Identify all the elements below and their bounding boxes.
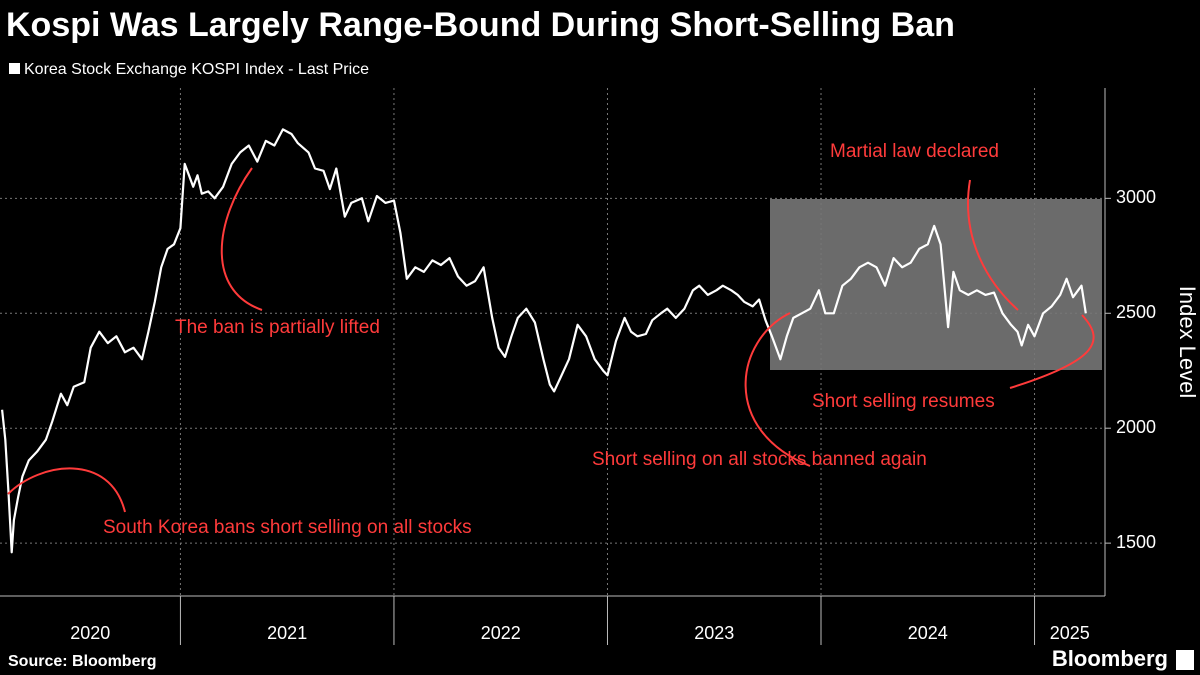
annotation: The ban is partially lifted xyxy=(175,317,380,338)
y-axis-title: Index Level xyxy=(1175,286,1200,399)
y-tick-label: 1500 xyxy=(1116,532,1156,552)
logo: Bloomberg xyxy=(1052,646,1168,671)
x-tick-label: 2023 xyxy=(694,623,734,643)
series-line xyxy=(1,128,1087,554)
annotation-arc xyxy=(967,179,1019,311)
x-tick-label: 2021 xyxy=(267,623,307,643)
y-tick-label: 2000 xyxy=(1116,417,1156,437)
highlight-box xyxy=(770,199,1102,370)
annotation: Short selling on all stocks banned again xyxy=(592,449,927,470)
annotation: Martial law declared xyxy=(830,141,999,162)
x-tick-label: 2025 xyxy=(1050,623,1090,643)
y-tick-label: 3000 xyxy=(1116,187,1156,207)
annotation: Short selling resumes xyxy=(812,391,995,412)
source: Source: Bloomberg xyxy=(8,653,156,670)
legend-label: Korea Stock Exchange KOSPI Index - Last … xyxy=(24,61,369,78)
annotation-arc xyxy=(1009,314,1095,389)
x-tick-label: 2024 xyxy=(908,623,948,643)
annotation-arcs xyxy=(7,167,1095,513)
plot xyxy=(1,128,1087,554)
annotation-arc xyxy=(220,167,263,311)
y-tick-label: 2500 xyxy=(1116,302,1156,322)
grid xyxy=(0,88,1111,645)
x-tick-label: 2022 xyxy=(481,623,521,643)
legend-swatch xyxy=(9,63,20,74)
annotation-arc xyxy=(7,467,126,513)
chart-title: Kospi Was Largely Range-Bound During Sho… xyxy=(6,6,955,44)
logo-icon xyxy=(1176,650,1194,670)
x-tick-label: 2020 xyxy=(70,623,110,643)
annotation: South Korea bans short selling on all st… xyxy=(103,517,472,538)
annotation-arc xyxy=(744,312,811,467)
